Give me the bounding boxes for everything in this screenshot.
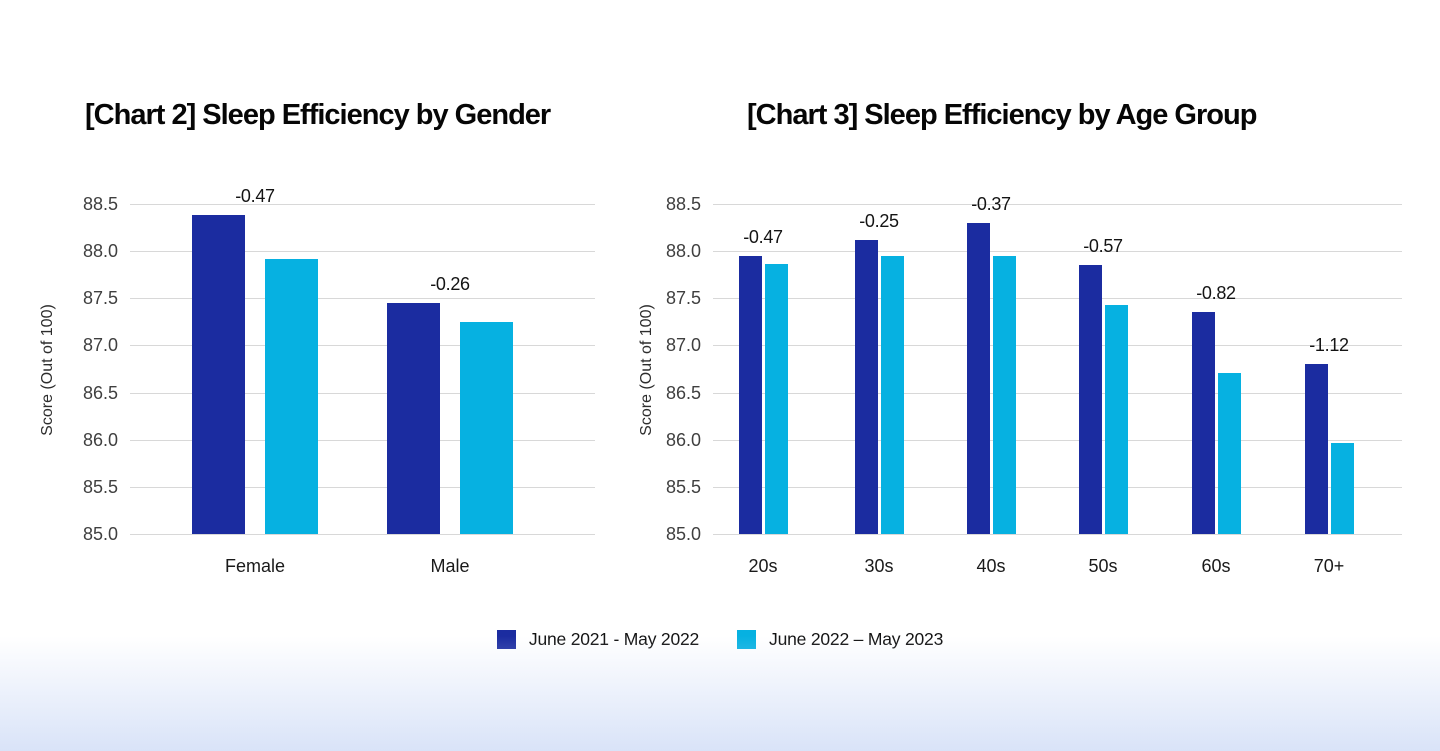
change-annotation-70plus: -1.12	[1309, 335, 1349, 356]
change-annotation-30s: -0.25	[859, 210, 899, 231]
bottom-gradient	[0, 636, 1440, 751]
bar-60s-2022-2023	[1217, 372, 1241, 534]
legend-swatch-series1	[496, 630, 516, 649]
bar-30s-2021-2022	[854, 239, 878, 534]
x-category-label-30s: 30s	[864, 556, 894, 576]
gridline	[713, 392, 1402, 394]
x-category-label-male: Male	[430, 556, 470, 576]
chart2-y-axis-label: Score (Out of 100)	[39, 304, 56, 436]
bar-30s-2022-2023	[880, 255, 904, 534]
y-tick-label: 86.5	[665, 382, 701, 403]
y-tick-label: 88.0	[665, 241, 701, 262]
gridline	[130, 251, 595, 253]
chart3-title: [Chart 3] Sleep Efficiency by Age Group	[747, 99, 1257, 131]
legend-item-2022-2023: June 2022 – May 2023	[737, 629, 943, 650]
y-tick-label: 86.0	[82, 429, 118, 450]
y-tick-label: 87.5	[665, 288, 701, 309]
gridline	[130, 392, 595, 394]
gridline	[713, 204, 1402, 205]
chart3-plot-area: 88.5 88.0 87.5 87.0 86.5 86.0 85.5 85.0 -0.47 20s…	[666, 194, 1402, 576]
y-tick-label: 85.5	[82, 476, 118, 497]
gridline	[713, 486, 1402, 488]
bar-group-70plus: -1.12	[1264, 144, 1394, 534]
change-annotation-60s: -0.82	[1196, 283, 1236, 304]
bar-50s-2022-2023	[1104, 304, 1128, 534]
gridline	[130, 204, 595, 205]
bar-20s-2021-2022	[738, 255, 762, 534]
x-category-label-60s: 60s	[1201, 556, 1231, 576]
change-annotation-20s: -0.47	[743, 226, 783, 247]
y-tick-label: 85.0	[665, 524, 701, 544]
bar-70+-2021-2022	[1304, 364, 1328, 534]
chart2-title: [Chart 2] Sleep Efficiency by Gender	[85, 99, 551, 131]
bar-male-2022-2023	[460, 321, 513, 534]
y-tick-label: 86.5	[82, 382, 118, 403]
change-annotation-50s: -0.57	[1083, 236, 1123, 257]
gridline	[130, 439, 595, 441]
chart-legend: June 2021 - May 2022 June 2022 – May 202…	[0, 629, 1440, 650]
y-tick-label: 87.0	[82, 335, 118, 356]
gridline	[713, 345, 1402, 347]
bar-female-2021-2022	[192, 215, 245, 534]
change-annotation-male: -0.26	[430, 274, 470, 294]
chart3-y-axis-label: Score (Out of 100)	[638, 304, 655, 436]
y-tick-label: 85.0	[82, 524, 118, 544]
gridline	[713, 251, 1402, 253]
bar-group-50s: -0.57	[1038, 144, 1168, 534]
bar-male-2021-2022	[387, 303, 440, 534]
bar-50s-2021-2022	[1078, 265, 1102, 534]
x-category-label-20s: 20s	[748, 556, 778, 576]
legend-swatch-series2	[737, 630, 757, 649]
legend-label-series2: June 2022 – May 2023	[769, 629, 944, 649]
bar-group-30s: -0.25	[814, 144, 944, 534]
bar-60s-2021-2022	[1191, 312, 1215, 534]
gridline	[130, 534, 595, 535]
gridline	[130, 345, 595, 347]
gridline	[713, 534, 1402, 535]
x-category-label-70plus: 70+	[1313, 556, 1345, 576]
legend-label-series1: June 2021 - May 2022	[528, 629, 700, 649]
bar-group-female: -0.47	[190, 144, 320, 534]
legend-item-2021-2022: June 2021 - May 2022	[496, 629, 700, 650]
bar-group-20s: -0.47	[698, 144, 828, 534]
x-category-label-50s: 50s	[1088, 556, 1118, 576]
bar-70+-2022-2023	[1330, 442, 1354, 534]
change-annotation-40s: -0.37	[971, 193, 1011, 214]
gridline	[130, 486, 595, 488]
x-category-label-female: Female	[224, 556, 286, 576]
gridline	[130, 298, 595, 300]
y-tick-label: 88.5	[82, 194, 118, 214]
y-tick-label: 88.5	[665, 194, 701, 214]
bar-female-2022-2023	[265, 258, 318, 534]
y-tick-label: 87.0	[665, 335, 701, 356]
bar-group-40s: -0.37	[926, 144, 1056, 534]
change-annotation-female: -0.47	[235, 186, 275, 207]
x-category-label-40s: 40s	[976, 556, 1006, 576]
y-tick-label: 86.0	[665, 429, 701, 450]
bar-group-60s: -0.82	[1151, 144, 1281, 534]
bar-group-male: -0.26	[385, 144, 515, 534]
chart2-plot-area: 88.5 88.0 87.5 87.0 86.5 86.0 85.5 85.0 -0.47 Fem…	[83, 186, 595, 576]
bar-40s-2022-2023	[992, 255, 1016, 534]
bar-20s-2022-2023	[764, 264, 788, 534]
y-tick-label: 85.5	[665, 476, 701, 497]
gridline	[713, 439, 1402, 441]
y-tick-label: 87.5	[82, 288, 118, 309]
gridline	[713, 298, 1402, 300]
y-tick-label: 88.0	[82, 241, 118, 262]
bar-40s-2021-2022	[966, 222, 990, 534]
